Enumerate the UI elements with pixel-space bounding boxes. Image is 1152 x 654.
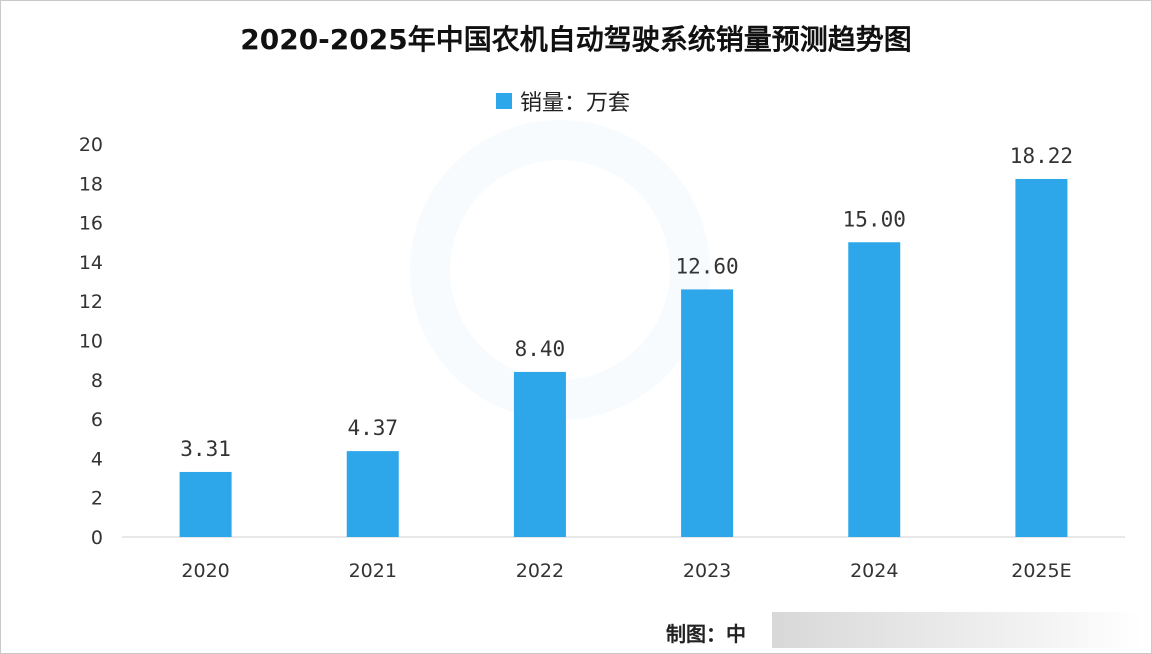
data-label: 8.40 [515, 337, 566, 361]
source-label: 制图：中 [666, 622, 746, 646]
legend-swatch [496, 93, 512, 109]
bar [513, 371, 566, 537]
x-tick-label: 2024 [850, 560, 898, 582]
chart-title: 2020-2025年中国农机自动驾驶系统销量预测趋势图 [240, 23, 912, 56]
bar [1015, 178, 1068, 538]
y-tick-label: 6 [91, 409, 103, 431]
y-tick-label: 8 [91, 370, 103, 392]
data-label: 4.37 [347, 416, 398, 440]
y-tick-label: 14 [79, 252, 103, 274]
source-mask [772, 612, 1142, 648]
data-label: 3.31 [180, 437, 231, 461]
data-label: 18.22 [1010, 144, 1073, 168]
bar [848, 242, 901, 537]
y-tick-label: 16 [79, 213, 103, 235]
x-tick-label: 2021 [349, 560, 397, 582]
y-tick-label: 0 [91, 527, 103, 549]
bar [681, 289, 734, 537]
y-tick-label: 12 [79, 291, 103, 313]
y-tick-label: 10 [79, 331, 103, 353]
y-tick-label: 4 [91, 448, 103, 470]
legend-label: 销量：万套 [520, 91, 631, 116]
bar [179, 471, 232, 537]
x-tick-label: 2023 [683, 560, 731, 582]
x-tick-label: 2022 [516, 560, 564, 582]
x-tick-label: 2025E [1011, 560, 1071, 582]
data-label: 12.60 [675, 254, 738, 278]
x-tick-label: 2020 [181, 560, 229, 582]
legend: 销量：万套 [496, 86, 630, 116]
y-tick-label: 18 [79, 173, 103, 195]
data-label: 15.00 [843, 207, 906, 231]
y-tick-label: 2 [91, 488, 103, 510]
y-tick-label: 20 [79, 134, 103, 156]
bar [346, 451, 399, 537]
